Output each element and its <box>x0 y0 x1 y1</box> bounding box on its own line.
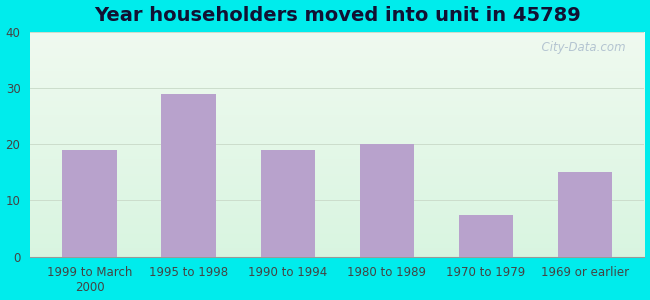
Bar <box>359 144 414 257</box>
Bar <box>261 150 315 257</box>
Text: City-Data.com: City-Data.com <box>534 41 626 54</box>
Bar <box>459 214 513 257</box>
Bar <box>558 172 612 257</box>
Bar <box>161 94 216 257</box>
Title: Year householders moved into unit in 45789: Year householders moved into unit in 457… <box>94 6 580 25</box>
Bar <box>62 150 117 257</box>
